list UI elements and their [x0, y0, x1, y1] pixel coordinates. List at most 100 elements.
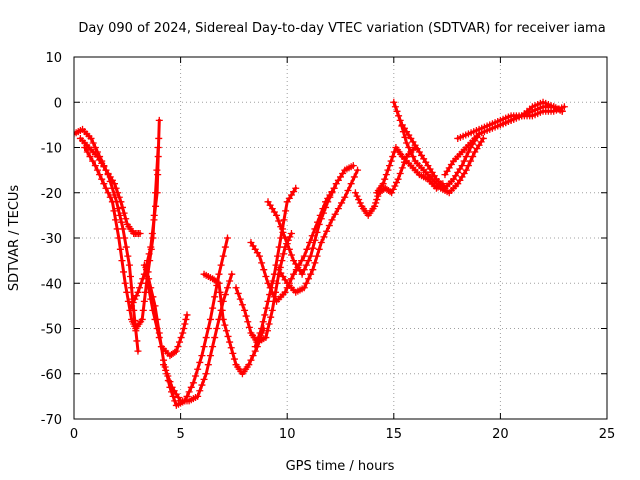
- data-point: [104, 189, 112, 197]
- data-point: [272, 261, 280, 269]
- data-point: [242, 312, 250, 320]
- data-point: [134, 347, 142, 355]
- data-point: [469, 153, 477, 161]
- x-tick-label: 10: [279, 427, 296, 442]
- data-point: [253, 338, 261, 346]
- data-point: [263, 327, 271, 335]
- data-point: [146, 257, 154, 265]
- data-point: [298, 270, 306, 278]
- data-point: [407, 148, 415, 156]
- data-point: [405, 144, 413, 151]
- data-point: [391, 103, 399, 111]
- data-point: [136, 284, 144, 292]
- data-point: [160, 361, 168, 369]
- series-track-14: [275, 166, 362, 296]
- data-point: [202, 334, 210, 342]
- data-point: [91, 162, 99, 170]
- data-point: [166, 378, 174, 386]
- data-point: [258, 259, 266, 267]
- data-point: [115, 193, 123, 201]
- data-point: [384, 166, 392, 174]
- data-point: [120, 268, 128, 276]
- data-point: [209, 343, 217, 351]
- data-point: [328, 216, 336, 224]
- data-point: [180, 325, 188, 332]
- axis-ticks: 0 5 10 15 20 25 10 0 -10 -20 -30 -40 -50 -60 -70: [41, 51, 616, 442]
- data-point: [150, 211, 158, 219]
- data-point: [112, 216, 120, 224]
- data-point: [196, 358, 204, 366]
- data-point: [131, 295, 139, 303]
- data-point: [224, 234, 232, 242]
- data-point: [307, 270, 315, 278]
- data-point: [155, 116, 163, 124]
- data-point: [268, 306, 276, 314]
- data-point: [118, 257, 126, 265]
- data-point: [396, 170, 404, 178]
- data-point: [267, 284, 275, 292]
- data-point: [391, 182, 399, 190]
- data-point: [96, 171, 104, 179]
- y-tick-label: -40: [41, 277, 62, 292]
- data-point: [155, 134, 163, 142]
- data-point: [401, 133, 409, 141]
- data-point: [264, 297, 272, 305]
- data-point: [319, 209, 327, 217]
- data-point: [140, 261, 148, 269]
- data-point: [395, 112, 403, 120]
- x-tick-label: 0: [70, 427, 78, 442]
- data-point: [89, 139, 97, 147]
- data-point: [264, 279, 272, 287]
- data-point: [217, 297, 225, 305]
- data-point: [117, 198, 125, 206]
- data-point: [258, 325, 266, 332]
- data-point: [124, 252, 132, 260]
- data-point: [344, 186, 352, 194]
- data-point: [121, 234, 129, 242]
- data-point: [152, 189, 160, 197]
- data-point: [300, 284, 308, 292]
- data-point: [134, 288, 142, 296]
- data-point: [302, 261, 310, 269]
- data-point: [386, 162, 394, 170]
- data-point: [388, 189, 396, 197]
- data-point: [308, 232, 316, 240]
- data-point: [87, 134, 95, 142]
- data-point: [83, 148, 91, 156]
- data-point: [119, 203, 127, 211]
- data-point: [145, 275, 153, 283]
- data-point: [128, 284, 136, 292]
- data-point: [121, 279, 129, 287]
- data-point: [194, 365, 202, 373]
- data-point: [287, 275, 295, 283]
- data-point: [238, 301, 246, 309]
- data-point: [317, 215, 325, 223]
- data-point: [120, 209, 128, 217]
- data-point: [114, 205, 122, 213]
- data-point: [458, 162, 466, 170]
- y-axis-label: SDTVAR / TECUs: [7, 185, 22, 292]
- data-point: [387, 157, 395, 165]
- data-point: [211, 334, 219, 342]
- data-point: [251, 343, 259, 351]
- data-point: [102, 184, 110, 192]
- data-point: [116, 211, 124, 219]
- data-point: [123, 288, 131, 296]
- data-point: [179, 329, 187, 337]
- data-point: [209, 304, 217, 312]
- data-point: [396, 116, 404, 124]
- data-point: [138, 315, 146, 323]
- data-point: [260, 266, 268, 274]
- data-point: [213, 325, 221, 332]
- data-point: [226, 277, 234, 285]
- data-point: [241, 306, 249, 314]
- data-point: [136, 229, 144, 237]
- plot-area: [74, 98, 568, 409]
- data-point: [371, 202, 379, 210]
- data-point: [117, 218, 125, 226]
- data-point: [219, 252, 227, 260]
- data-point: [119, 225, 127, 233]
- data-point: [398, 164, 406, 172]
- data-point: [300, 252, 308, 260]
- data-point: [100, 180, 108, 188]
